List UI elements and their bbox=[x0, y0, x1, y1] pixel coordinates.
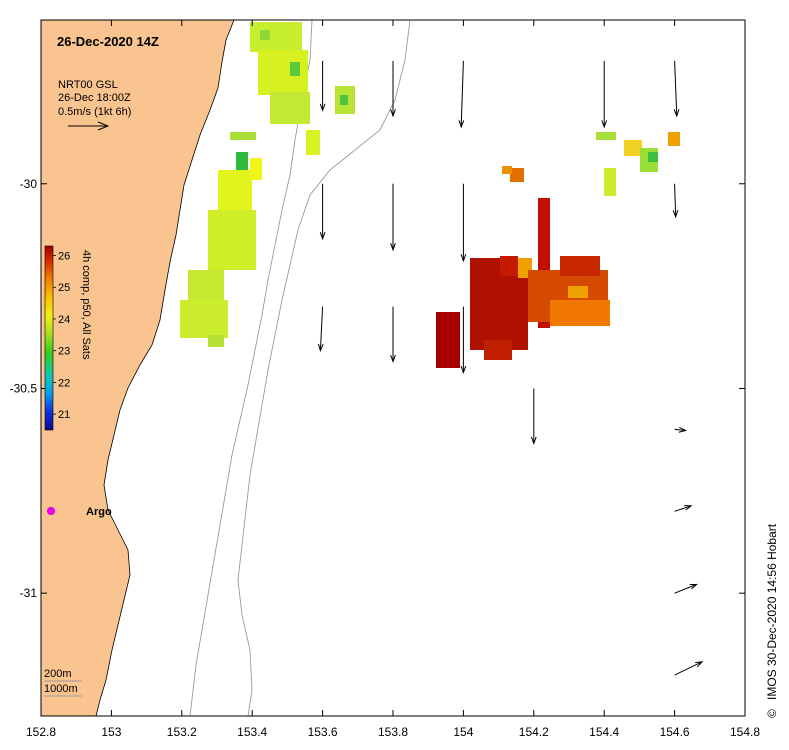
sst-patch-offshore-warm-core bbox=[436, 198, 550, 368]
x-tick-label: 154.6 bbox=[660, 725, 690, 739]
legend-vector-scale: 0.5m/s (1kt 6h) bbox=[58, 106, 131, 118]
depth-contour-200m bbox=[189, 20, 313, 716]
sst-patch-offshore-warm-east bbox=[502, 166, 610, 326]
current-vector-arrow bbox=[673, 60, 680, 118]
current-vector-arrow bbox=[460, 183, 467, 263]
copyright-symbol: © bbox=[765, 709, 779, 718]
colorbar-tick-label: 23 bbox=[58, 346, 70, 358]
current-vector-arrow bbox=[390, 183, 396, 252]
x-tick-label: 154 bbox=[453, 725, 473, 739]
argo-float-marker[interactable] bbox=[47, 507, 55, 515]
y-tick-label: -30 bbox=[20, 177, 38, 191]
current-vector-arrow bbox=[390, 60, 396, 118]
depth-label-1000m: 1000m bbox=[44, 683, 78, 695]
colorbar-ticks: 26 25 24 23 22 21 bbox=[53, 251, 70, 421]
x-tick-label: 152.8 bbox=[26, 725, 56, 739]
colorbar-tick-label: 26 bbox=[58, 251, 70, 263]
current-vectors bbox=[317, 60, 704, 676]
colorbar-tick-label: 22 bbox=[58, 377, 70, 389]
legend-model-name: NRT00 GSL bbox=[58, 79, 118, 91]
current-vector-arrow bbox=[674, 427, 688, 433]
map-title: 26-Dec-2020 14Z bbox=[57, 34, 159, 49]
x-tick-label: 153.8 bbox=[378, 725, 408, 739]
current-vector-arrow bbox=[672, 183, 679, 219]
colorbar-label: 4h comp, p50, All Sats bbox=[80, 250, 92, 360]
current-vector-arrow bbox=[530, 388, 537, 445]
coastline-land bbox=[41, 20, 235, 716]
argo-label: Argo bbox=[86, 506, 112, 518]
y-tick-label: -30.5 bbox=[10, 381, 38, 395]
current-vector-arrow bbox=[390, 306, 396, 364]
colorbar-tick-label: 24 bbox=[58, 314, 70, 326]
current-vector-arrow bbox=[317, 306, 324, 353]
colorbar-tick-label: 21 bbox=[58, 409, 70, 421]
x-tick-label: 153.6 bbox=[308, 725, 338, 739]
x-axis: 152.8 153 153.2 153.4 153.6 153.8 154 154.2 154.… bbox=[26, 20, 760, 739]
sst-patch-nearshore-south bbox=[180, 270, 228, 347]
colorbar-tick-label: 25 bbox=[58, 282, 70, 294]
current-vector-arrow bbox=[674, 505, 693, 512]
x-tick-label: 154.8 bbox=[730, 725, 760, 739]
credit-text: IMOS 30-Dec-2020 14:56 Hobart bbox=[765, 523, 779, 700]
x-tick-label: 154.4 bbox=[589, 725, 619, 739]
legend-model-time: 26-Dec 18:00Z bbox=[58, 92, 131, 104]
x-tick-label: 153.4 bbox=[237, 725, 267, 739]
x-tick-label: 153.2 bbox=[167, 725, 197, 739]
y-tick-label: -31 bbox=[20, 586, 38, 600]
colorbar bbox=[44, 245, 54, 431]
x-tick-label: 154.2 bbox=[519, 725, 549, 739]
current-vector-arrow bbox=[319, 60, 326, 112]
current-vector-arrow bbox=[601, 60, 608, 129]
x-tick-label: 153 bbox=[101, 725, 121, 739]
depth-label-200m: 200m bbox=[44, 668, 72, 680]
current-vector-arrow bbox=[458, 60, 465, 129]
current-vector-arrow bbox=[674, 661, 704, 676]
depth-contour-1000m bbox=[237, 20, 411, 716]
legend-arrow-icon bbox=[68, 121, 110, 131]
current-vector-arrow bbox=[674, 583, 698, 594]
current-vector-arrow bbox=[460, 306, 467, 375]
sst-patch-offshore-northeast bbox=[596, 132, 680, 196]
y-axis: -30 -30.5 -31 bbox=[10, 177, 745, 600]
sst-patch-nearshore-mid bbox=[208, 132, 262, 270]
sst-patch-nearshore-north bbox=[250, 22, 355, 155]
current-vector-arrow bbox=[319, 183, 326, 241]
